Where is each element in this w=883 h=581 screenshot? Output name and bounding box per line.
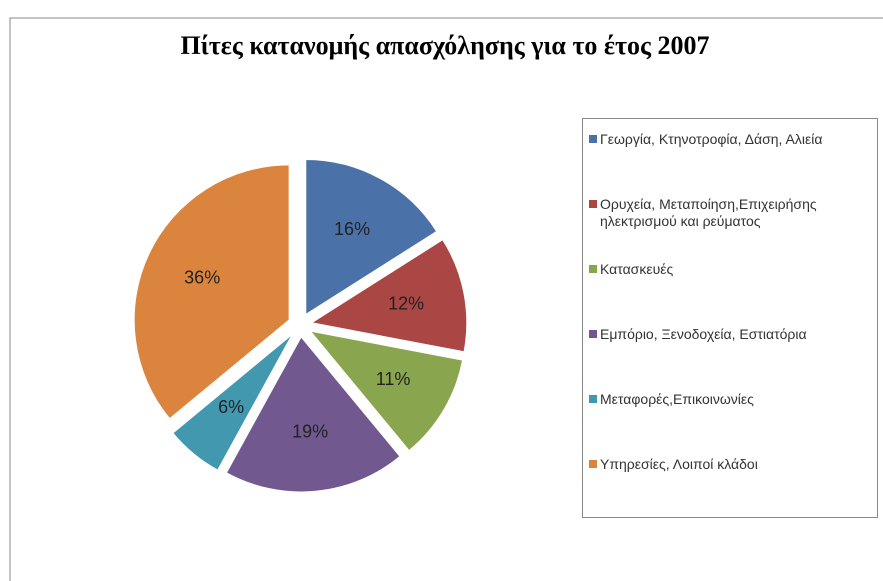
legend-label: Γεωργία, Κτηνοτροφία, Δάση, Αλιεία (600, 131, 823, 147)
legend-label: Κατασκευές (600, 261, 674, 277)
data-label: 36% (184, 268, 220, 288)
legend-item: Εμπόριο, Ξενοδοχεία, Εστιατόρια (589, 326, 875, 343)
chart-title: Πίτες κατανομής απασχόλησης για το έτος … (181, 31, 710, 60)
legend-item: Κατασκευές (589, 261, 875, 278)
data-label: 6% (218, 397, 244, 417)
legend-swatch (589, 395, 597, 403)
pie-slice (133, 164, 290, 420)
legend-item: Ορυχεία, Μεταποίηση,Επιχειρήσης ηλεκτρισ… (589, 196, 875, 230)
data-label: 16% (334, 219, 370, 239)
legend-label: Εμπόριο, Ξενοδοχεία, Εστιατόρια (600, 326, 807, 342)
pie-slice (309, 330, 464, 452)
chart-frame (9, 17, 883, 581)
legend-label: Υπηρεσίες, Λοιποί κλάδοι (600, 456, 758, 472)
pie-slice (225, 336, 401, 493)
legend-swatch (589, 200, 597, 208)
legend-item: Γεωργία, Κτηνοτροφία, Δάση, Αλιεία (589, 131, 875, 148)
legend-swatch (589, 265, 597, 273)
legend-swatch (589, 135, 597, 143)
legend: Γεωργία, Κτηνοτροφία, Δάση, Αλιεία Ορυχεί… (582, 118, 878, 518)
legend-item: Υπηρεσίες, Λοιποί κλάδοι (589, 456, 875, 473)
legend-label: Ορυχεία, Μεταποίηση,Επιχειρήσης ηλεκτρισ… (600, 196, 817, 229)
pie-slice (305, 158, 438, 316)
data-label: 19% (292, 421, 328, 441)
data-label: 12% (388, 293, 424, 313)
legend-label: Μεταφορές,Επικοινωνίες (600, 391, 754, 407)
legend-swatch (589, 460, 597, 468)
legend-item: Μεταφορές,Επικοινωνίες (589, 391, 875, 408)
legend-swatch (589, 330, 597, 338)
data-label: 11% (376, 369, 411, 389)
pie-slice (172, 333, 293, 471)
pie-slice (310, 239, 468, 353)
